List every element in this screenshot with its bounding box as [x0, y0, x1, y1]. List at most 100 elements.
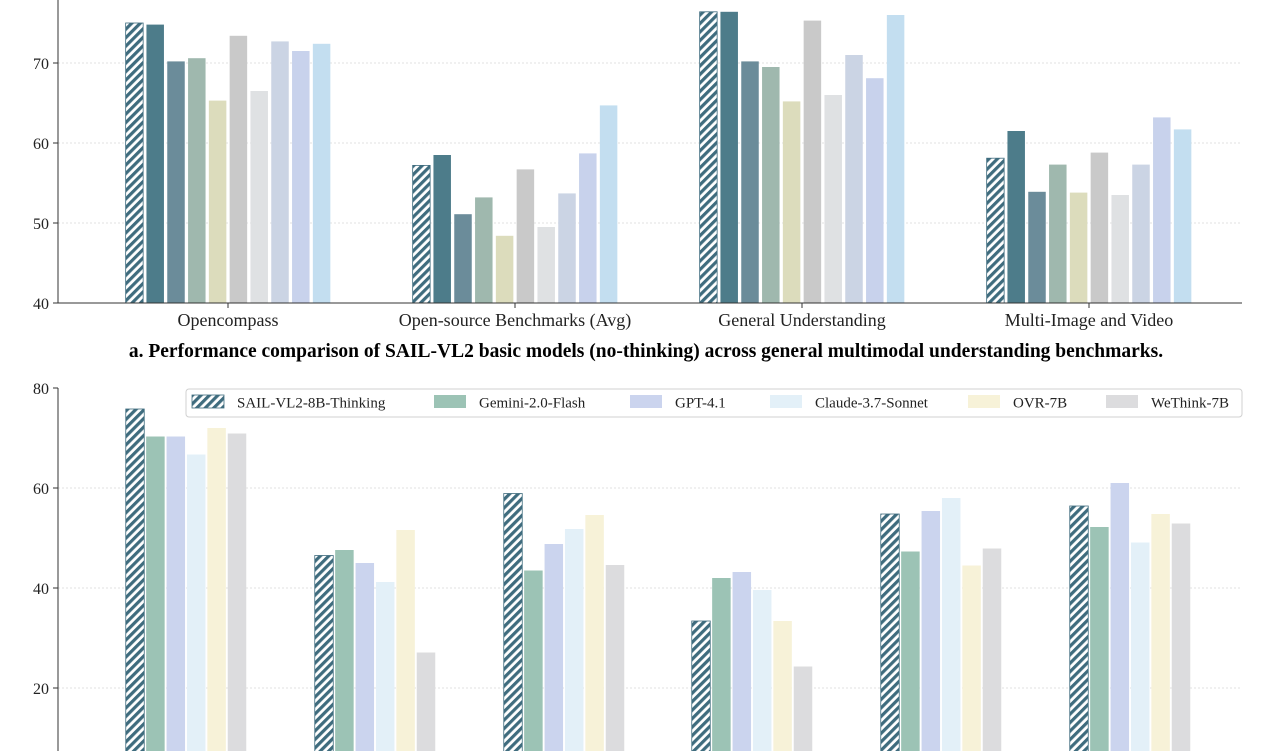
chart-b-bar-group4-sail-vl2-8b-thinking — [691, 620, 711, 751]
chart-b-y-tick-label: 60 — [33, 481, 49, 498]
chart-b-bar-group6-ovr-7b — [1151, 514, 1170, 751]
chart-b-bar-group2-ovr-7b — [396, 530, 415, 751]
chart-a-y-tick-label: 70 — [33, 56, 49, 73]
chart-b-y-tick-label: 80 — [33, 381, 49, 398]
chart-a-bar-open-source-benchmarks-avg-s4 — [475, 197, 493, 303]
chart-b-bar-group5-claude-3-7-sonnet — [941, 498, 961, 751]
chart-a-bar-multi-image-and-video-s1 — [986, 157, 1005, 304]
chart-a-bar-opencompass-s2 — [146, 24, 164, 303]
chart-a-bar-general-understanding-s4 — [762, 67, 780, 303]
chart-b-y-tick-label: 40 — [33, 581, 49, 598]
chart-a: 40 50 60 70 Opencompass Open-source Benchmar… — [33, 0, 1242, 362]
chart-b-bar-group4-gpt-4-1 — [732, 572, 752, 751]
chart-a-title: a. Performance comparison of SAIL-VL2 ba… — [129, 341, 1163, 362]
legend-label-sail-vl2-8b-thinking: SAIL-VL2-8B-Thinking — [237, 396, 386, 412]
chart-a-bar-multi-image-and-video-s3 — [1028, 191, 1046, 303]
chart-a-bar-open-source-benchmarks-avg-s8 — [558, 193, 576, 303]
chart-b-y-tick-labels: 20 40 60 80 — [33, 381, 58, 698]
chart-b-bar-group1-wethink-7b — [227, 433, 247, 751]
legend-label-claude-3-7-sonnet: Claude-3.7-Sonnet — [815, 396, 929, 412]
chart-a-bar-open-source-benchmarks-avg-s5 — [495, 235, 514, 303]
chart-a-bar-multi-image-and-video-s4 — [1049, 164, 1067, 303]
chart-a-bar-open-source-benchmarks-avg-s6 — [516, 169, 535, 303]
chart-b-bar-group3-ovr-7b — [585, 515, 604, 751]
chart-b-bar-group5-wethink-7b — [982, 548, 1002, 751]
chart-a-bar-opencompass-s6 — [229, 35, 248, 304]
chart-b-bar-group2-wethink-7b — [416, 652, 436, 751]
chart-a-bar-multi-image-and-video-s5 — [1069, 192, 1088, 303]
chart-a-bar-open-source-benchmarks-avg-s2 — [433, 155, 451, 303]
chart-a-bar-open-source-benchmarks-avg-s3 — [454, 214, 472, 303]
chart-b-bars — [125, 408, 1191, 751]
chart-b-bar-group2-sail-vl2-8b-thinking — [314, 555, 334, 751]
chart-b-bar-group1-gemini-2-0-flash — [146, 436, 165, 751]
chart-b-bar-group6-gpt-4-1 — [1110, 483, 1130, 751]
legend-label-ovr-7b: OVR-7B — [1013, 396, 1067, 412]
chart-a-x-tick-label: General Understanding — [718, 310, 885, 330]
chart-b-bar-group4-gemini-2-0-flash — [712, 578, 731, 751]
chart-a-bar-general-understanding-s8 — [845, 55, 863, 303]
chart-a-y-tick-label: 40 — [33, 296, 49, 313]
chart-a-x-tick-label: Multi-Image and Video — [1005, 310, 1174, 330]
chart-a-x-tick-label: Opencompass — [178, 310, 279, 330]
chart-a-bars — [125, 11, 1192, 304]
chart-b-bar-group5-gpt-4-1 — [921, 511, 941, 751]
chart-a-bar-general-understanding-s9 — [866, 78, 884, 303]
chart-b-bar-group2-gemini-2-0-flash — [335, 550, 354, 751]
legend-label-gemini-2-0-flash: Gemini-2.0-Flash — [479, 396, 586, 412]
chart-a-bar-opencompass-s10 — [312, 43, 331, 304]
chart-a-bar-multi-image-and-video-s2 — [1007, 131, 1025, 303]
chart-b-bar-group2-gpt-4-1 — [355, 563, 375, 751]
chart-a-bar-multi-image-and-video-s9 — [1153, 117, 1171, 304]
chart-b-bar-group6-sail-vl2-8b-thinking — [1069, 505, 1089, 751]
chart-b-legend: SAIL-VL2-8B-Thinking Gemini-2.0-Flash GPT-… — [185, 388, 1243, 418]
chart-b-bar-group3-claude-3-7-sonnet — [564, 529, 584, 751]
chart-a-bar-general-understanding-s7 — [824, 95, 842, 303]
chart-b-bar-group6-wethink-7b — [1171, 523, 1191, 751]
chart-a-bar-opencompass-s4 — [188, 58, 206, 304]
legend-swatch-wethink-7b — [1106, 395, 1138, 408]
chart-a-x-tick-labels: Opencompass Open-source Benchmarks (Avg) G… — [178, 303, 1174, 331]
chart-a-x-tick-label: Open-source Benchmarks (Avg) — [399, 310, 632, 331]
chart-b-bar-group6-gemini-2-0-flash — [1090, 527, 1109, 751]
chart-b-bar-group3-sail-vl2-8b-thinking — [503, 493, 523, 751]
chart-a-bar-multi-image-and-video-s6 — [1090, 152, 1109, 303]
chart-b-bar-group5-sail-vl2-8b-thinking — [880, 513, 900, 751]
chart-a-bar-general-understanding-s2 — [720, 11, 738, 304]
legend-swatch-gpt-4-1 — [630, 395, 662, 408]
legend-swatch-ovr-7b — [968, 395, 1000, 408]
chart-a-bar-general-understanding-s10 — [886, 15, 905, 303]
chart-b-bar-group1-claude-3-7-sonnet — [186, 454, 206, 751]
legend-swatch-gemini-2-0-flash — [434, 395, 466, 408]
chart-b-bar-group4-claude-3-7-sonnet — [752, 590, 772, 751]
chart-b-bar-group1-sail-vl2-8b-thinking — [125, 408, 145, 751]
chart-b-bar-group5-ovr-7b — [962, 565, 981, 751]
chart-b-bar-group1-ovr-7b — [207, 428, 226, 751]
chart-a-bar-opencompass-s3 — [167, 61, 185, 304]
chart-a-bar-general-understanding-s6 — [803, 20, 822, 303]
chart-a-bar-opencompass-s1 — [125, 22, 144, 304]
legend-label-gpt-4-1: GPT-4.1 — [675, 396, 726, 412]
chart-a-bar-open-source-benchmarks-avg-s9 — [579, 153, 597, 303]
chart-a-bar-opencompass-s8 — [271, 41, 289, 304]
chart-a-bar-opencompass-s5 — [208, 100, 227, 303]
chart-a-bar-general-understanding-s5 — [782, 101, 801, 304]
chart-a-bar-general-understanding-s1 — [699, 11, 718, 304]
chart-b-bar-group4-wethink-7b — [793, 666, 813, 751]
chart-b-bar-group1-gpt-4-1 — [166, 436, 186, 751]
chart-b-y-tick-label: 20 — [33, 681, 49, 698]
chart-b-gridlines — [58, 487, 1242, 689]
chart-b-bar-group3-gpt-4-1 — [544, 544, 564, 751]
chart-b-bar-group3-gemini-2-0-flash — [524, 570, 543, 751]
chart-b-bar-group5-gemini-2-0-flash — [901, 551, 920, 751]
chart-a-bar-opencompass-s9 — [292, 51, 310, 303]
chart-a-bar-multi-image-and-video-s7 — [1111, 195, 1129, 303]
chart-a-bar-opencompass-s7 — [250, 91, 268, 303]
chart-a-bar-open-source-benchmarks-avg-s10 — [599, 105, 618, 304]
chart-a-bar-open-source-benchmarks-avg-s7 — [537, 227, 555, 303]
chart-a-bar-open-source-benchmarks-avg-s1 — [412, 164, 431, 304]
chart-b-bar-group6-claude-3-7-sonnet — [1130, 542, 1150, 751]
chart-b-bar-group2-claude-3-7-sonnet — [375, 582, 395, 751]
chart-b-bar-group4-ovr-7b — [773, 621, 792, 751]
